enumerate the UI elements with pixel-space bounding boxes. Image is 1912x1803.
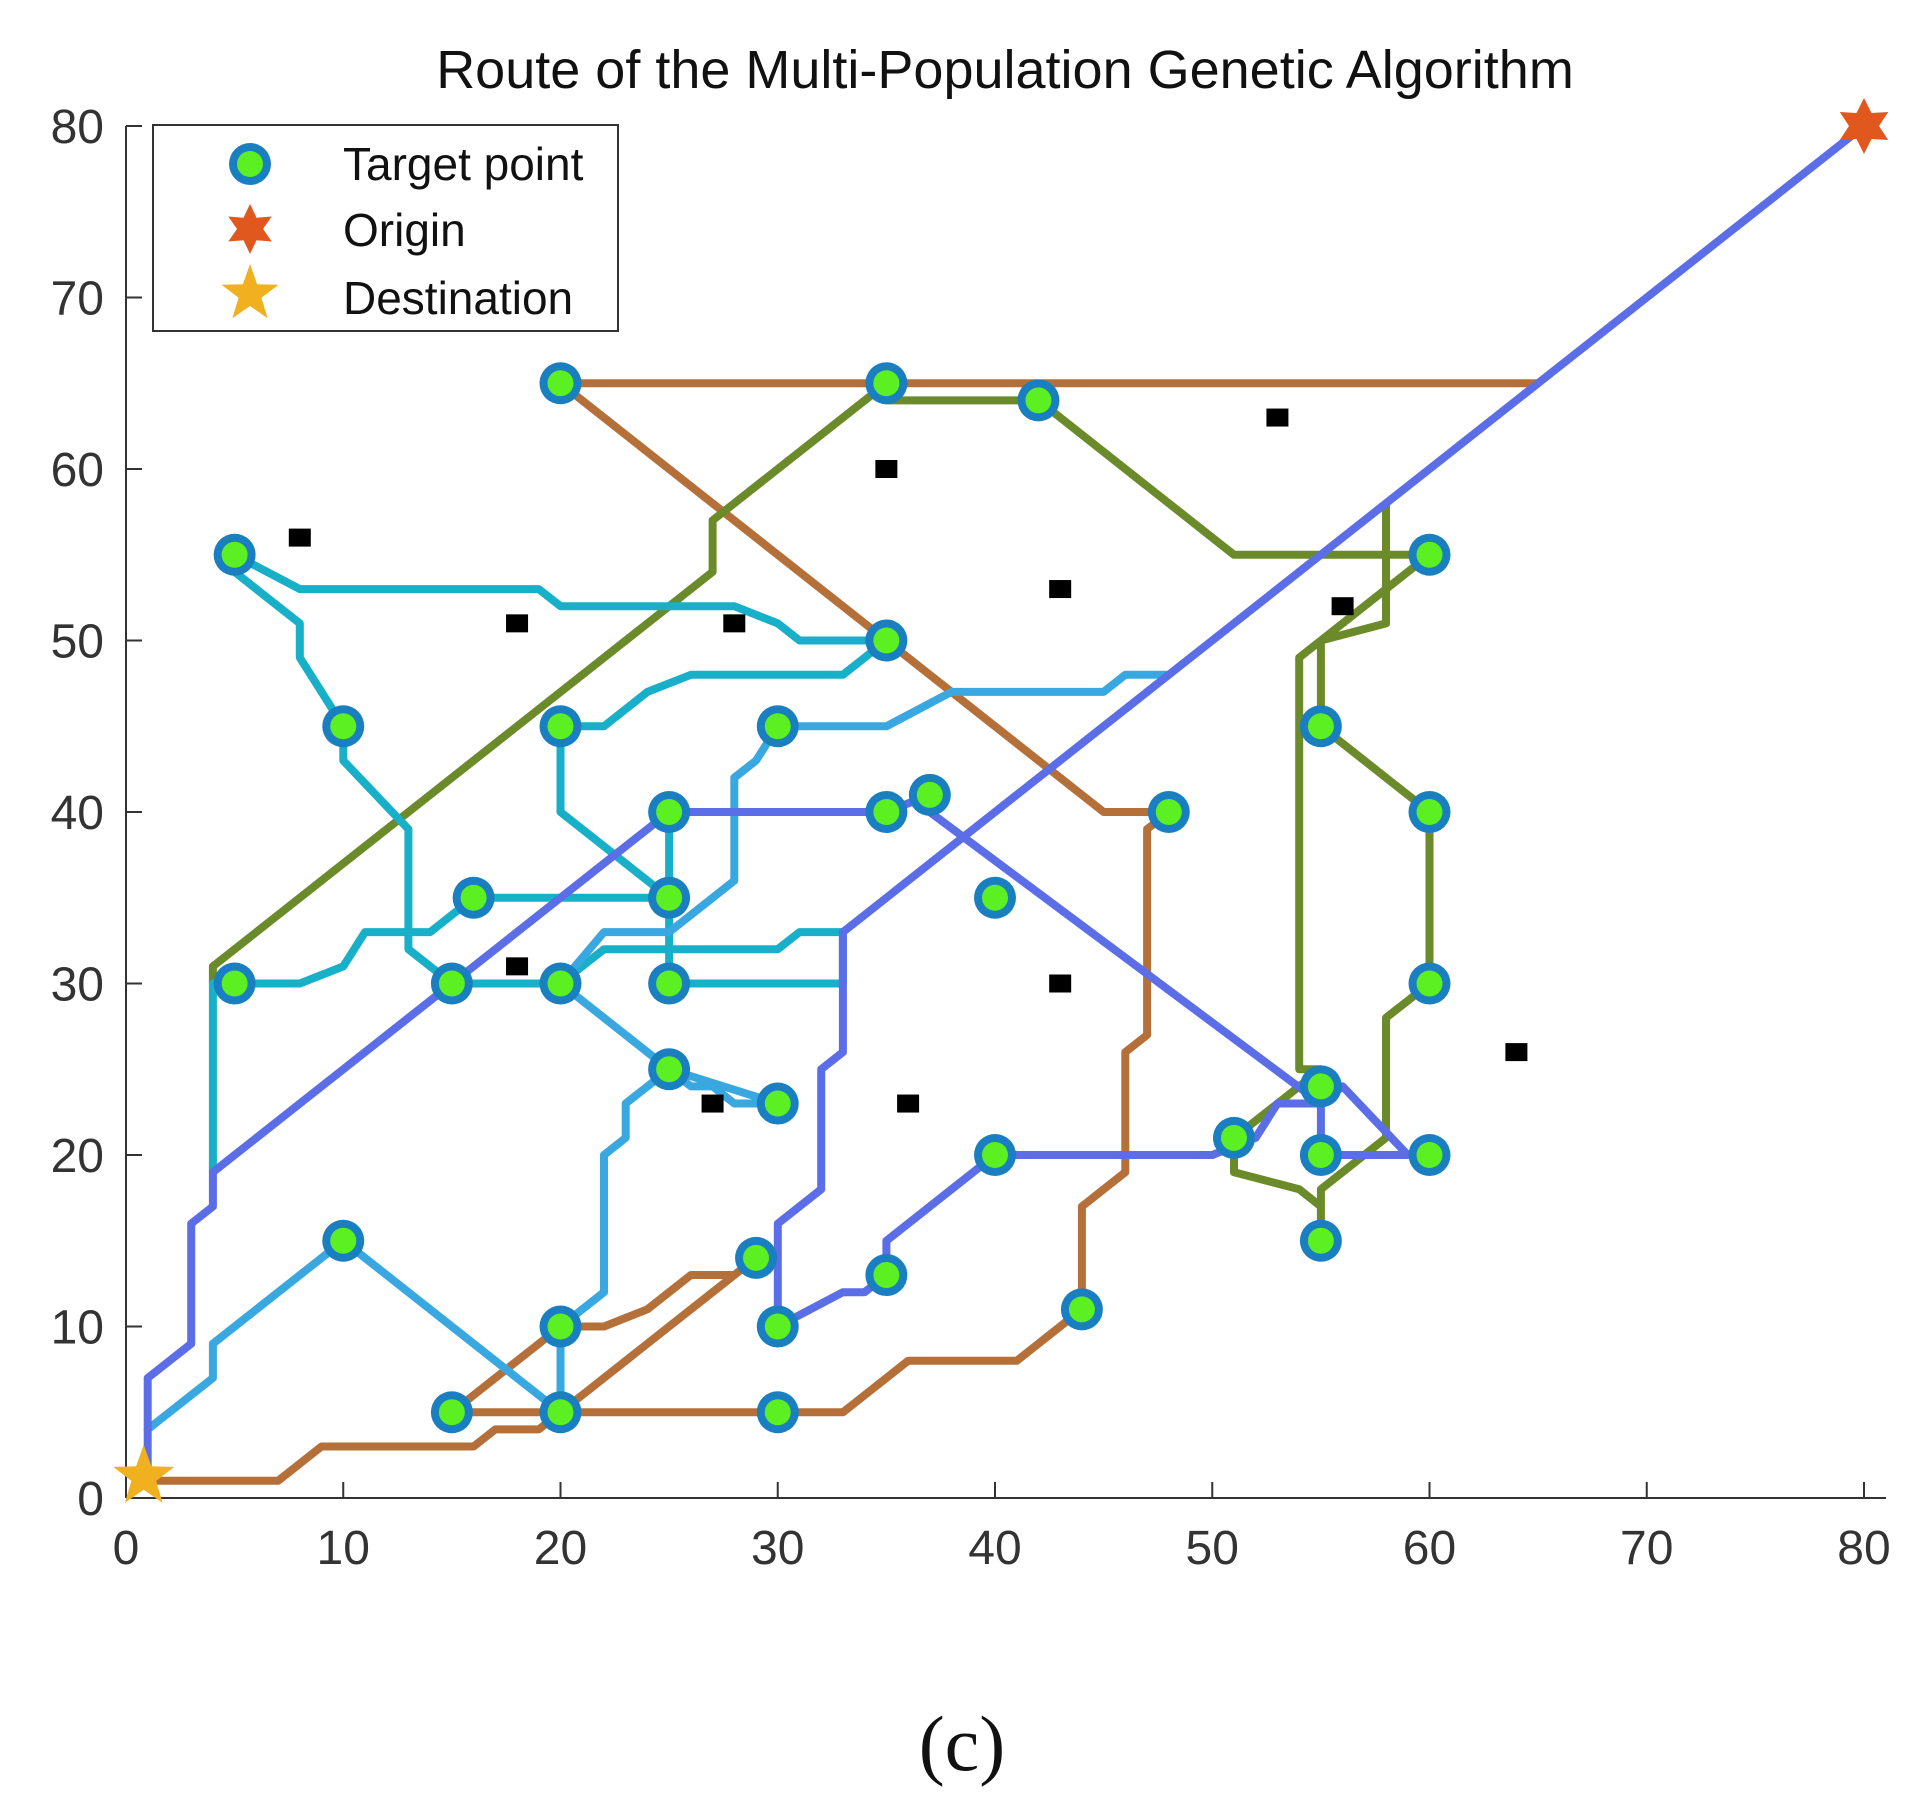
target-point [1299,1134,1342,1176]
target-point [865,362,908,405]
target-point [322,705,365,748]
x-tick-label: 50 [1186,1522,1239,1575]
target-point [865,1254,908,1297]
target-point [539,1305,582,1348]
target-point [213,533,256,576]
y-tick-label: 30 [51,959,104,1012]
target-point [430,1391,473,1434]
target-point [452,876,495,919]
obstacle [701,1094,724,1113]
legend-target-icon [229,143,271,185]
target-point [865,791,908,833]
target-point [974,1134,1016,1176]
x-tick-label: 80 [1837,1522,1890,1575]
obstacle [1505,1043,1528,1062]
y-tick-label: 50 [51,616,104,669]
y-tick-label: 40 [51,787,104,840]
obstacle [506,614,529,633]
target-point [1408,1134,1451,1176]
target-point [648,962,691,1005]
target-point [430,962,473,1005]
target-point [756,1082,799,1125]
obstacle [1049,974,1072,993]
y-tick-label: 20 [51,1130,104,1183]
obstacle [875,460,898,478]
obstacle [1266,408,1289,427]
target-point [648,791,691,833]
target-point [1408,962,1451,1005]
target-point [213,962,256,1005]
x-ticks: 0 10 20 30 40 50 60 70 80 [113,1482,1891,1575]
route-line-5 [143,122,1868,1485]
target-point [756,1391,799,1434]
y-ticks: 0 10 20 30 40 50 60 70 80 [51,101,142,1526]
target-point [1299,705,1342,748]
legend-label-destination: Destination [343,272,573,324]
obstacle [1331,597,1354,616]
target-point [539,962,582,1005]
target-point [1147,791,1190,833]
target-point [756,705,799,748]
target-point [1408,533,1451,576]
y-tick-label: 0 [77,1473,104,1526]
target-point [1299,1219,1342,1262]
obstacle [897,1094,920,1113]
legend-label-target: Target point [343,138,584,190]
y-tick-label: 70 [51,273,104,326]
legend-label-origin: Origin [343,204,466,256]
target-point [539,362,582,405]
x-tick-label: 70 [1620,1522,1673,1575]
endpoints [113,98,1889,1503]
target-point [1212,1116,1255,1159]
target-point [1299,1065,1342,1108]
origin-marker [1839,98,1889,154]
legend-origin-icon [228,204,272,254]
target-point [908,773,951,816]
target-point [1017,379,1060,422]
obstacle [288,528,311,547]
obstacle [723,614,746,633]
target-point [539,705,582,748]
target-point [974,876,1016,919]
x-tick-label: 10 [317,1522,370,1575]
target-point [865,619,908,662]
chart-title: Route of the Multi-Population Genetic Al… [436,40,1574,100]
target-points [213,362,1451,1434]
x-tick-label: 20 [534,1522,587,1575]
route-line-3 [208,550,891,1177]
x-tick-label: 30 [751,1522,804,1575]
x-tick-label: 60 [1403,1522,1456,1575]
destination-marker [113,1444,175,1503]
legend: Target point Origin Destination [152,124,619,332]
target-point [322,1219,365,1262]
legend-destination-icon [221,264,279,319]
target-point [539,1391,582,1434]
y-tick-label: 10 [51,1302,104,1355]
target-point [1060,1288,1103,1331]
target-point [756,1305,799,1348]
x-tick-label: 0 [113,1522,140,1575]
target-point [735,1236,778,1279]
target-point [648,876,691,919]
y-tick-label: 60 [51,444,104,497]
target-point [648,1048,691,1091]
target-point [1408,791,1451,833]
y-tick-label: 80 [51,101,104,154]
obstacle [506,957,529,976]
figure-caption: (c) [919,1700,1006,1787]
obstacle [1049,580,1072,599]
x-tick-label: 40 [968,1522,1021,1575]
obstacles [288,408,1528,1113]
